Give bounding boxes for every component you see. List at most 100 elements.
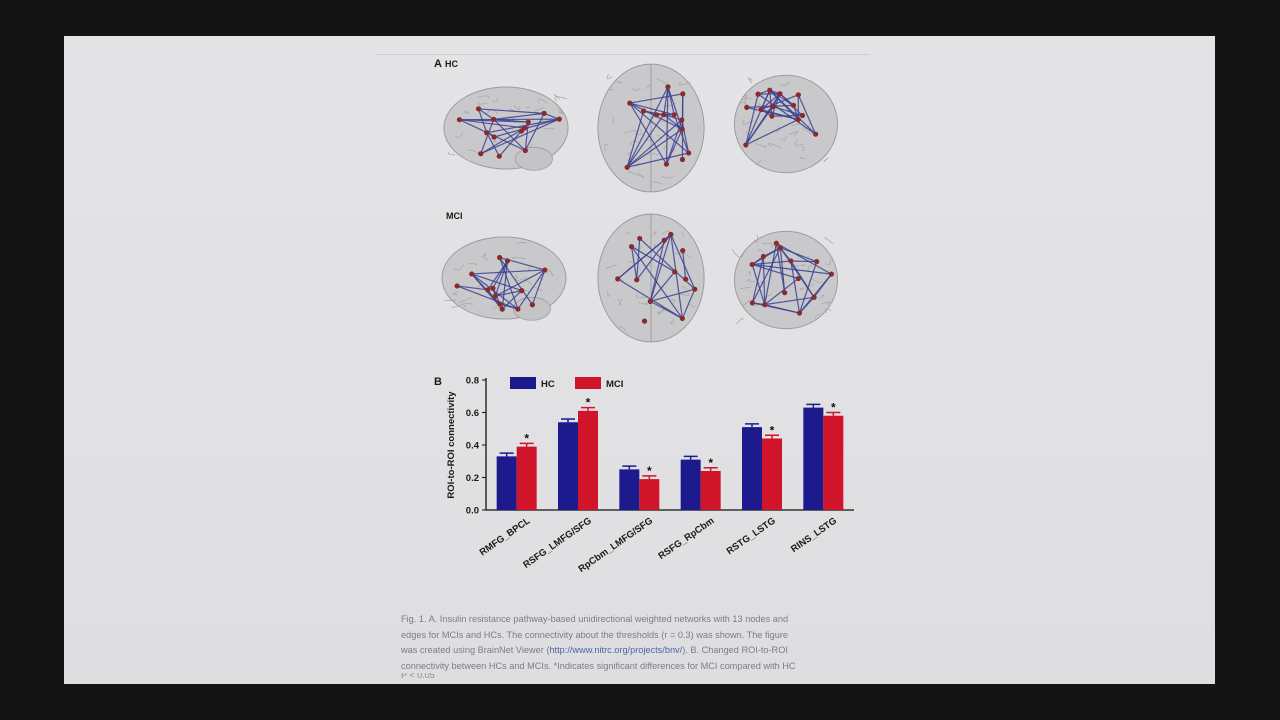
network-edge (751, 264, 766, 305)
network-node (743, 142, 749, 148)
network-node (640, 108, 647, 114)
network-edge (543, 112, 560, 120)
figure-caption: Fig. 1. A. Insulin resistance pathway-ba… (401, 612, 877, 674)
network-edge (477, 108, 488, 133)
brain-surface (733, 74, 839, 174)
brainnet-viewer-link[interactable]: http://www.nitrc.org/projects/bnv/ (549, 645, 683, 655)
brain-gyrus (656, 78, 668, 84)
brain-gyrus (743, 299, 751, 306)
network-edge (494, 260, 509, 297)
network-edge (813, 273, 832, 298)
network-node (788, 258, 794, 264)
network-edge (531, 269, 546, 305)
bar-hc (496, 456, 517, 510)
network-node (767, 87, 773, 93)
network-edge (478, 108, 545, 115)
network-node (758, 106, 764, 113)
brain-gyrus (646, 152, 659, 156)
network-edge (626, 152, 689, 168)
network-node (497, 301, 503, 307)
x-tick-label: RINS_LSTG (789, 515, 839, 555)
brain-gyrus (799, 156, 806, 160)
x-tick-label: RMFG_BPCL (478, 515, 533, 558)
brain-gyrus (617, 302, 622, 306)
y-axis-label: ROI-to-ROI connectivity (446, 391, 457, 499)
brain-gyrus (779, 135, 787, 141)
brain-gyrus (554, 96, 568, 102)
network-edge (486, 118, 560, 134)
network-node (680, 91, 686, 97)
brain-gyrus (814, 313, 820, 318)
network-edge (649, 240, 665, 302)
network-node (515, 306, 521, 312)
network-edge (751, 247, 781, 304)
network-node (478, 151, 484, 157)
brain-gyrus (674, 252, 687, 255)
network-node (525, 119, 531, 125)
significance-marker: * (586, 396, 591, 410)
caption-line-2: edges for MCIs and HCs. The connectivity… (401, 629, 789, 640)
network-node (490, 285, 496, 291)
caption-line-3-start: was created using BrainNet Viewer ( (401, 645, 550, 655)
brain-gyrus (757, 248, 764, 253)
brain-gyrus (755, 159, 762, 165)
network-edge (769, 89, 794, 106)
network-node (661, 237, 667, 243)
brain-gyrus (557, 107, 563, 114)
significance-marker: * (708, 456, 713, 470)
network-edge (764, 243, 777, 305)
network-edge (626, 86, 669, 168)
brain-mci-coronal (731, 230, 839, 330)
network-node (665, 84, 671, 90)
network-node (499, 306, 505, 312)
network-node (491, 134, 497, 140)
network-node (556, 116, 562, 122)
brain-gyrus (799, 283, 815, 291)
network-edge (776, 242, 832, 275)
network-edge (757, 93, 817, 135)
network-node (485, 287, 491, 293)
caption-line-4: connectivity between HCs and MCIs. *Indi… (401, 660, 796, 671)
network-edge (769, 89, 799, 120)
network-node (469, 271, 475, 277)
brain-gyrus (606, 290, 611, 297)
network-edge (681, 288, 696, 319)
network-node (777, 91, 783, 97)
bar-mci (516, 446, 537, 510)
brain-gyrus (746, 279, 756, 282)
brain-gyrus (608, 88, 614, 92)
cerebellum (514, 146, 553, 171)
network-edge (649, 234, 672, 302)
network-edge (480, 119, 495, 154)
brain-gyrus (657, 117, 670, 123)
brain-gyrus (513, 105, 521, 111)
network-node (615, 276, 621, 282)
brain-gyrus (632, 87, 641, 91)
network-edge (636, 238, 641, 280)
brain-gyrus (516, 241, 527, 245)
brain-gyrus (477, 101, 488, 105)
network-edge (498, 130, 522, 157)
brain-gyrus (818, 295, 825, 300)
network-node (541, 110, 547, 117)
brain-gyrus (731, 248, 745, 258)
network-node (672, 269, 678, 275)
panel-a-letter: A (434, 58, 442, 70)
network-edge (517, 269, 546, 310)
network-edge (631, 246, 683, 319)
network-edge (667, 86, 683, 130)
network-edge (673, 114, 690, 154)
network-node (680, 247, 686, 254)
brain-gyrus (687, 253, 692, 259)
network-edge (745, 93, 759, 146)
network-edge (499, 257, 519, 310)
network-edge (492, 260, 509, 289)
network-node (777, 245, 783, 251)
network-edge (471, 269, 545, 275)
network-edge (495, 269, 546, 297)
network-edge (630, 246, 638, 280)
bar-hc (619, 469, 640, 510)
brain-gyrus (823, 157, 829, 162)
network-edge (752, 260, 791, 266)
network-edge (745, 118, 799, 146)
